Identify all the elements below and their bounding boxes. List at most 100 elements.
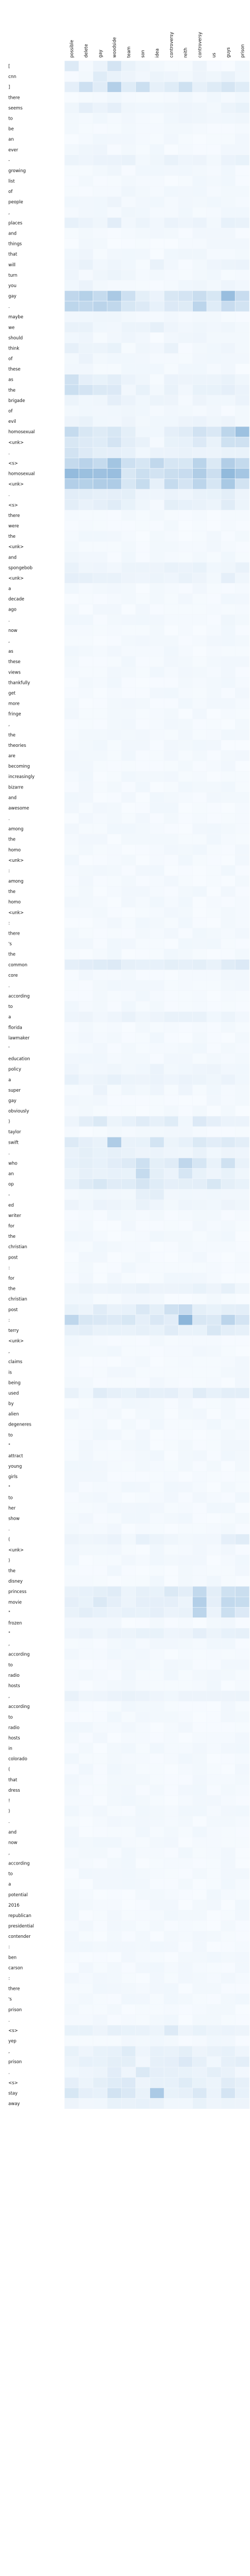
- heatmap-cell: [121, 1775, 135, 1785]
- heatmap-cell: [207, 2046, 221, 2056]
- heatmap-cell: [93, 228, 107, 238]
- heatmap-cell: [65, 1284, 79, 1294]
- heatmap-cell: [107, 1210, 121, 1221]
- heatmap-cell: [193, 750, 207, 761]
- heatmap-cell: [235, 1315, 249, 1325]
- heatmap-cell: [107, 1879, 121, 1889]
- heatmap-cell: [136, 960, 150, 970]
- heatmap-cell: [164, 531, 178, 541]
- heatmap-cell: [235, 1388, 249, 1398]
- heatmap-cell: [178, 719, 192, 730]
- heatmap-cell: [164, 1158, 178, 1168]
- heatmap-cell: [107, 824, 121, 834]
- heatmap-cell: [193, 1973, 207, 1983]
- heatmap-cell: [178, 1001, 192, 1012]
- heatmap-cell: [207, 824, 221, 834]
- heatmap-cell: [164, 1785, 178, 1795]
- heatmap-cell: [65, 1952, 79, 1962]
- heatmap-cell: [178, 1921, 192, 1931]
- heatmap-cell: [121, 500, 135, 510]
- heatmap-cell: [136, 1482, 150, 1492]
- heatmap-cell: [193, 1210, 207, 1221]
- heatmap-cell: [221, 1231, 235, 1241]
- heatmap-cell: [164, 364, 178, 374]
- heatmap-cell: [207, 1451, 221, 1461]
- heatmap-cell: [221, 186, 235, 197]
- heatmap-cell: [150, 698, 164, 708]
- heatmap-cell: [207, 1962, 221, 1973]
- heatmap-cell: [235, 792, 249, 802]
- heatmap-cell: [79, 1869, 93, 1879]
- y-tick-label: yep: [8, 2038, 16, 2043]
- heatmap-cell: [121, 2025, 135, 2036]
- heatmap-cell: [221, 1701, 235, 1712]
- heatmap-cell: [164, 354, 178, 364]
- heatmap-cell: [207, 1649, 221, 1660]
- heatmap-cell: [107, 1116, 121, 1127]
- heatmap-cell: [107, 1127, 121, 1137]
- heatmap-cell: [121, 521, 135, 531]
- heatmap-cell: [193, 489, 207, 500]
- heatmap-cell: [178, 656, 192, 667]
- heatmap-cell: [150, 1941, 164, 1952]
- heatmap-cell: [221, 1075, 235, 1085]
- heatmap-cell: [221, 1001, 235, 1012]
- heatmap-cell: [121, 186, 135, 197]
- heatmap-cell: [107, 1785, 121, 1795]
- heatmap-cell: [79, 1617, 93, 1628]
- heatmap-cell: [221, 1847, 235, 1858]
- heatmap-cell: [178, 573, 192, 583]
- heatmap-cell: [121, 928, 135, 938]
- heatmap-cell: [121, 991, 135, 1001]
- y-tick-label: the: [8, 1234, 16, 1239]
- heatmap-cell: [136, 907, 150, 917]
- heatmap-cell: [93, 1325, 107, 1336]
- heatmap-cell: [221, 113, 235, 123]
- y-tick-label: florida: [8, 1025, 22, 1030]
- heatmap-cell: [150, 1200, 164, 1210]
- heatmap-cell: [150, 1764, 164, 1775]
- heatmap-cell: [65, 1451, 79, 1461]
- heatmap-cell: [235, 1221, 249, 1231]
- heatmap-cell: [93, 165, 107, 176]
- heatmap-cell: [150, 134, 164, 145]
- heatmap-cell: [93, 1346, 107, 1356]
- y-tick-label: the: [8, 837, 16, 842]
- y-tick-label: movie: [8, 1599, 22, 1604]
- heatmap-cell: [79, 1075, 93, 1085]
- heatmap-cell: [178, 1869, 192, 1879]
- heatmap-cell: [107, 416, 121, 426]
- heatmap-cell: [150, 354, 164, 364]
- heatmap-cell: [193, 500, 207, 510]
- heatmap-cell: [93, 1001, 107, 1012]
- heatmap-cell: [150, 1419, 164, 1430]
- heatmap-cell: [150, 1785, 164, 1795]
- heatmap-cell: [65, 1022, 79, 1032]
- heatmap-cell: [150, 740, 164, 750]
- heatmap-cell: [235, 917, 249, 928]
- heatmap-cell: [93, 2015, 107, 2025]
- heatmap-cell: [136, 1628, 150, 1639]
- heatmap-cell: [235, 876, 249, 886]
- heatmap-cell: [121, 1670, 135, 1680]
- heatmap-cell: [107, 1952, 121, 1962]
- heatmap-cell: [65, 1858, 79, 1868]
- heatmap-cell: [136, 1367, 150, 1377]
- heatmap-cell: [164, 207, 178, 217]
- heatmap-cell: [65, 792, 79, 802]
- heatmap-cell: [193, 1399, 207, 1409]
- heatmap-cell: [121, 1377, 135, 1388]
- heatmap-cell: [207, 395, 221, 406]
- heatmap-cell: [107, 426, 121, 437]
- heatmap-cell: [235, 1900, 249, 1910]
- heatmap-cell: [150, 688, 164, 698]
- heatmap-cell: [235, 260, 249, 270]
- heatmap-cell: [121, 1617, 135, 1628]
- heatmap-cell: [107, 1492, 121, 1503]
- heatmap-cell: [150, 1869, 164, 1879]
- heatmap-cell: [136, 1879, 150, 1889]
- heatmap-cell: [107, 1586, 121, 1597]
- heatmap-cell: [221, 82, 235, 92]
- heatmap-cell: [221, 782, 235, 792]
- heatmap-cell: [207, 719, 221, 730]
